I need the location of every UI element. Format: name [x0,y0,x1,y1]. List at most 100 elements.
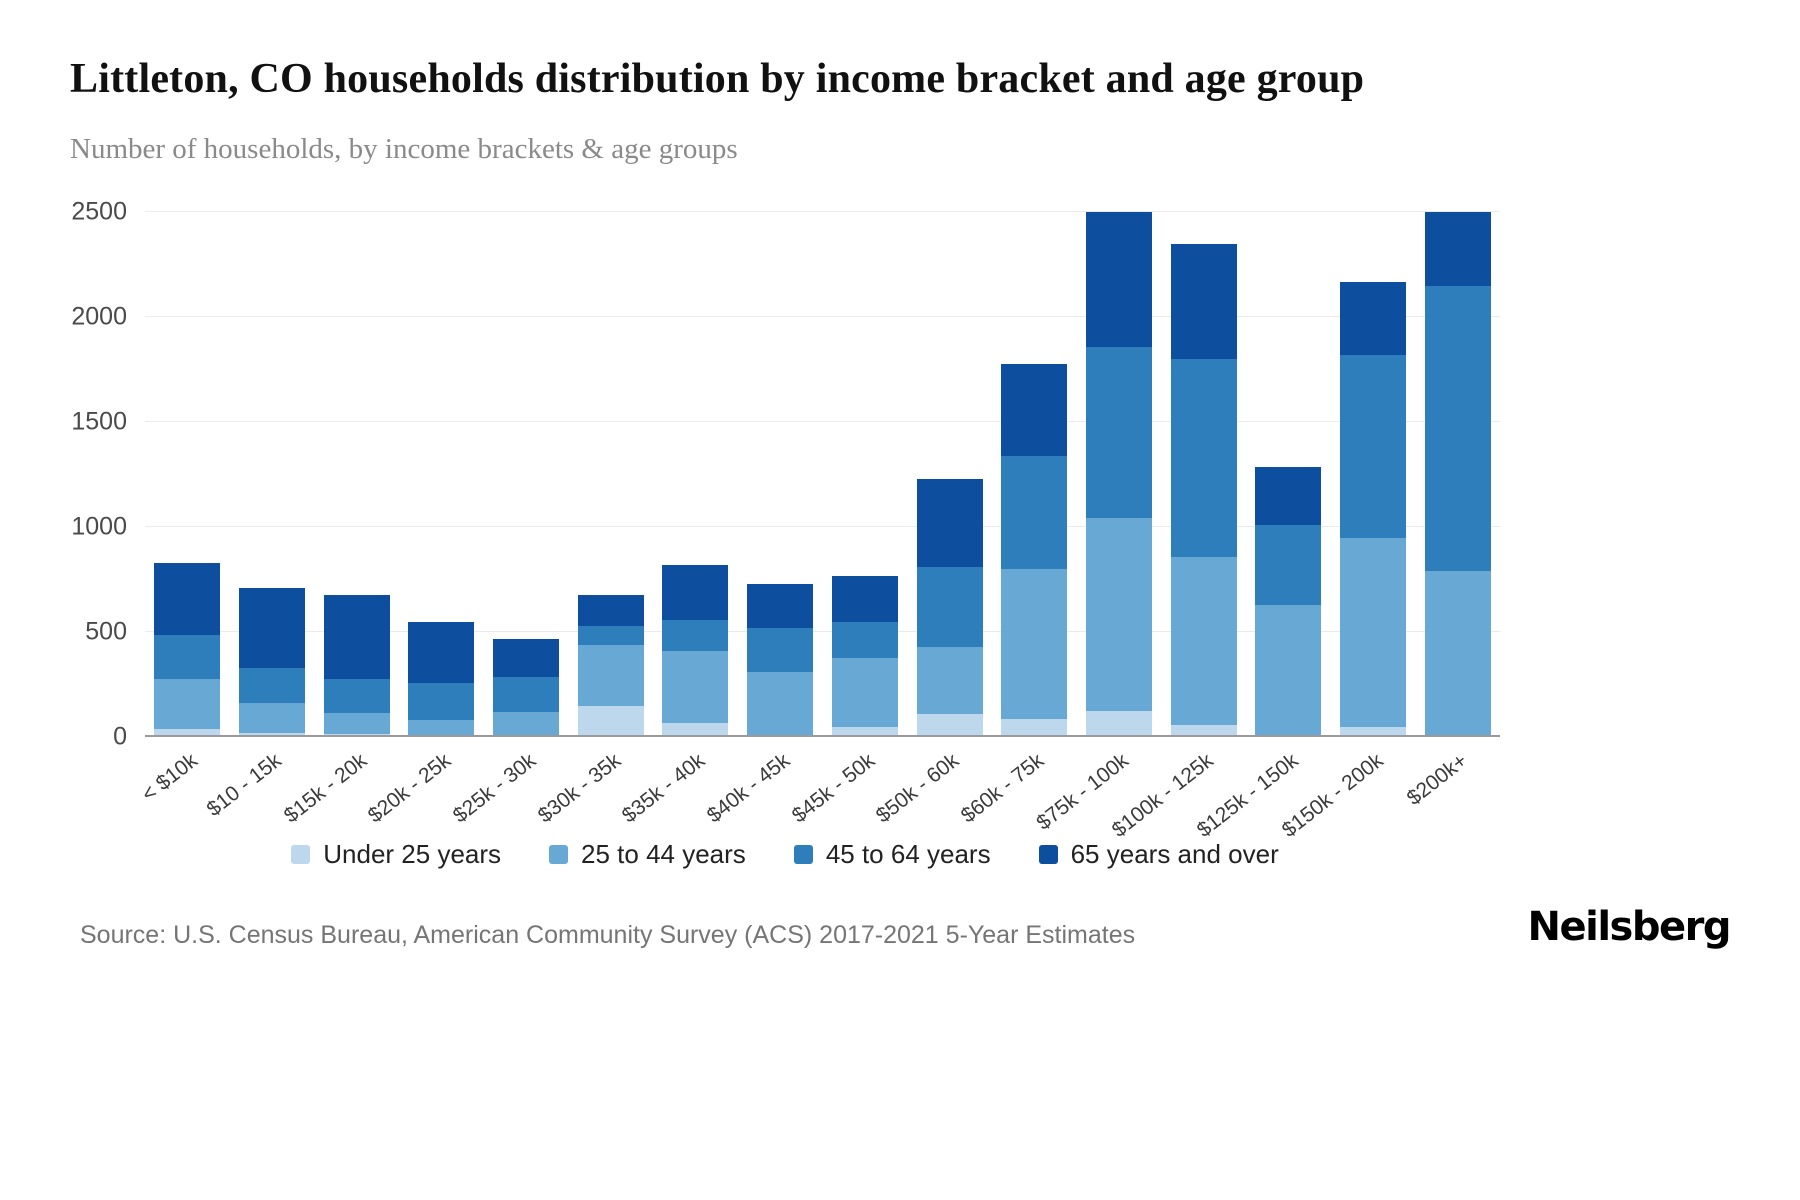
bar-segment[interactable] [239,733,306,738]
bar-slot [738,212,823,738]
stacked-bar[interactable] [1001,212,1068,738]
legend-item[interactable]: 65 years and over [1038,839,1279,870]
legend-label: 25 to 44 years [581,839,746,870]
stacked-bar[interactable] [323,212,390,738]
bar-segment[interactable] [1001,456,1068,570]
bar-segment[interactable] [831,575,898,622]
bar-segment[interactable] [1339,281,1406,356]
bar-segment[interactable] [408,719,475,736]
bar-segment[interactable] [1170,556,1237,725]
bar-segment[interactable] [831,726,898,738]
legend-item[interactable]: 25 to 44 years [549,839,746,870]
bar-slot [230,212,315,738]
bar-segment[interactable] [408,682,475,720]
bar-segment[interactable] [1170,359,1237,557]
x-axis-line [145,735,1500,738]
bar-segment[interactable] [916,567,983,648]
bar-segment[interactable] [239,588,306,669]
bar-segment[interactable] [1424,212,1491,287]
x-tick: $150k - 200k [1277,737,1416,842]
bar-segment[interactable] [831,657,898,727]
stacked-bar[interactable] [408,212,475,738]
bar-segment[interactable] [916,714,983,738]
bar-segment[interactable] [239,702,306,734]
bar-segment[interactable] [1085,346,1152,519]
stacked-bar[interactable] [577,212,644,738]
bar-segment[interactable] [1424,286,1491,572]
bar-segment[interactable] [1001,569,1068,719]
bar-segment[interactable] [493,712,560,736]
bar-segment[interactable] [916,479,983,568]
bar-segment[interactable] [1085,710,1152,738]
bar-segment[interactable] [1424,571,1491,738]
bar-segment[interactable] [154,563,221,635]
y-tick-label: 1000 [71,512,127,541]
bar-segment[interactable] [747,628,814,673]
bar-segment[interactable] [323,594,390,679]
bar-segment[interactable] [323,678,390,714]
legend-label: 65 years and over [1070,839,1279,870]
bar-segment[interactable] [747,672,814,736]
bar-segment[interactable] [154,678,221,730]
stacked-bar[interactable] [1255,212,1322,738]
stacked-bar[interactable] [1085,212,1152,738]
bar-segment[interactable] [747,584,814,629]
bar-segment[interactable] [916,647,983,715]
stacked-bar[interactable] [662,212,729,738]
legend-item[interactable]: Under 25 years [291,839,501,870]
bar-segment[interactable] [1255,605,1322,738]
bar-segment[interactable] [1085,518,1152,711]
bar-segment[interactable] [408,621,475,683]
bar-segment[interactable] [1001,363,1068,457]
chart-title: Littleton, CO households distribution by… [70,56,1365,102]
bar-segment[interactable] [662,565,729,620]
stacked-bar[interactable] [831,212,898,738]
bar-segment[interactable] [577,705,644,738]
bar-segment[interactable] [577,594,644,627]
y-tick-label: 500 [85,617,127,646]
stacked-bar[interactable] [239,212,306,738]
stacked-bar[interactable] [493,212,560,738]
bar-segment[interactable] [1085,212,1152,347]
bar-slot [1246,212,1331,738]
gridline [145,631,1500,633]
bar-segment[interactable] [154,729,221,738]
bar-segment[interactable] [1255,525,1322,606]
y-tick-label: 0 [113,722,127,751]
x-tick-label: < $10k [137,749,202,807]
bar-segment[interactable] [493,638,560,677]
bar-segment[interactable] [1001,718,1068,738]
legend-swatch [1038,845,1058,865]
bar-slot [653,212,738,738]
bar-segment[interactable] [239,668,306,703]
brand-logo[interactable]: Neilsberg [1527,904,1732,951]
chart-area: 0 500 1000 1500 2000 2500 < $10k $10 - 15k $15k… [70,198,1500,870]
bar-segment[interactable] [577,626,644,646]
bar-segment[interactable] [1255,466,1322,526]
bar-segment[interactable] [662,619,729,652]
bar-segment[interactable] [1170,724,1237,738]
bar-segment[interactable] [154,634,221,679]
stacked-bar[interactable] [1170,212,1237,738]
bar-slot [1077,212,1162,738]
bar-segment[interactable] [1339,726,1406,738]
stacked-bar[interactable] [916,212,983,738]
bar-segment[interactable] [493,676,560,713]
bar-segment[interactable] [577,645,644,706]
stacked-bar[interactable] [1424,212,1491,738]
bar-segment[interactable] [662,651,729,723]
stacked-bar[interactable] [154,212,221,738]
bar-segment[interactable] [662,722,729,738]
bar-segment[interactable] [831,621,898,658]
bar-segment[interactable] [1339,537,1406,727]
bar-slot [1415,212,1500,738]
bar-segment[interactable] [323,713,390,735]
bar-segment[interactable] [1339,355,1406,538]
stacked-bar[interactable] [1339,212,1406,738]
legend-item[interactable]: 45 to 64 years [793,839,991,870]
bar-segment[interactable] [1170,243,1237,360]
plot-area [145,211,1500,738]
bar-slot [1331,212,1416,738]
stacked-bar[interactable] [747,212,814,738]
